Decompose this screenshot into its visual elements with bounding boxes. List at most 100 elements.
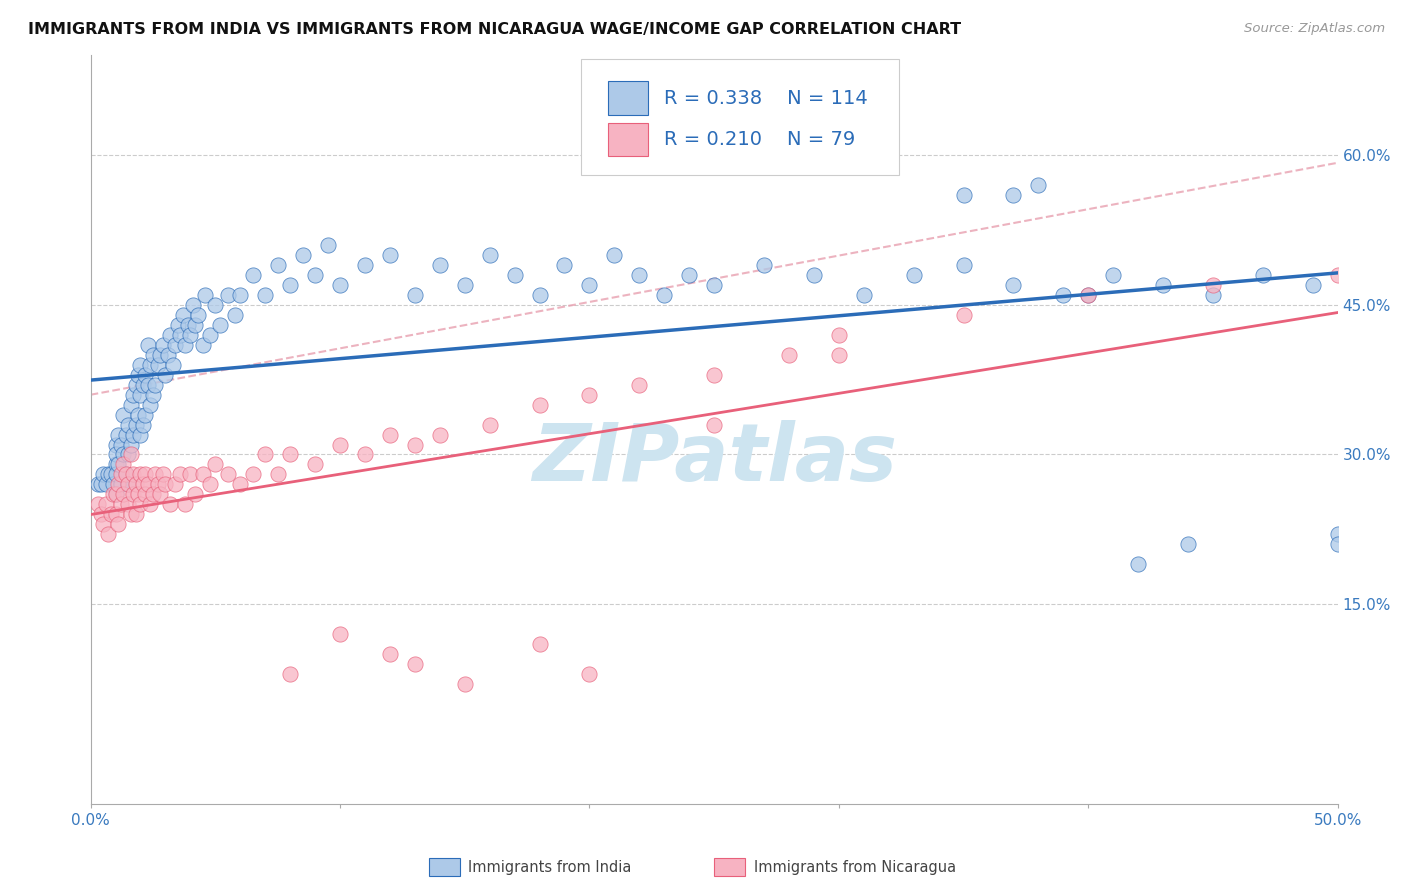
Point	[503, 268, 526, 282]
Point	[120, 398, 142, 412]
Point	[217, 467, 239, 482]
Point	[191, 467, 214, 482]
Point	[94, 477, 117, 491]
Point	[174, 337, 197, 351]
Point	[139, 398, 162, 412]
Point	[378, 647, 401, 661]
Point	[184, 487, 207, 501]
Point	[703, 417, 725, 432]
Point	[329, 627, 352, 641]
Point	[278, 448, 301, 462]
Point	[952, 308, 974, 322]
Point	[217, 287, 239, 301]
Point	[1326, 527, 1348, 541]
Point	[136, 377, 159, 392]
Point	[478, 248, 501, 262]
Point	[354, 448, 377, 462]
Point	[117, 477, 139, 491]
Point	[104, 448, 127, 462]
Point	[1052, 287, 1074, 301]
Point	[529, 637, 551, 651]
Point	[91, 467, 114, 482]
Point	[129, 467, 152, 482]
Point	[149, 348, 172, 362]
Point	[107, 458, 129, 472]
Point	[112, 458, 135, 472]
Point	[529, 287, 551, 301]
Point	[179, 327, 201, 342]
Point	[107, 517, 129, 532]
Text: Immigrants from India: Immigrants from India	[468, 860, 631, 874]
Point	[316, 237, 339, 252]
Point	[242, 467, 264, 482]
Point	[628, 268, 651, 282]
Point	[142, 348, 165, 362]
Point	[87, 497, 110, 511]
Point	[652, 287, 675, 301]
Point	[1251, 268, 1274, 282]
Point	[124, 417, 146, 432]
Point	[129, 497, 152, 511]
Point	[529, 398, 551, 412]
Point	[1202, 277, 1225, 292]
Point	[703, 277, 725, 292]
Point	[254, 448, 277, 462]
Point	[378, 427, 401, 442]
Point	[155, 368, 177, 382]
Point	[97, 467, 120, 482]
Point	[1326, 537, 1348, 551]
Point	[266, 467, 288, 482]
Point	[132, 477, 155, 491]
Point	[200, 477, 222, 491]
Point	[134, 467, 156, 482]
Point	[120, 508, 142, 522]
Point	[778, 348, 800, 362]
Point	[122, 487, 145, 501]
Point	[165, 477, 187, 491]
Point	[169, 327, 191, 342]
Point	[100, 467, 122, 482]
Point	[229, 287, 252, 301]
Point	[156, 348, 179, 362]
Point	[903, 268, 925, 282]
Point	[952, 258, 974, 272]
Point	[100, 508, 122, 522]
Point	[124, 377, 146, 392]
Point	[1177, 537, 1199, 551]
Point	[242, 268, 264, 282]
Point	[1102, 268, 1125, 282]
Point	[159, 497, 181, 511]
Point	[152, 337, 174, 351]
Point	[110, 477, 132, 491]
Point	[1077, 287, 1099, 301]
Point	[117, 497, 139, 511]
Point	[132, 377, 155, 392]
Point	[404, 437, 426, 451]
Point	[122, 387, 145, 401]
Point	[1028, 178, 1050, 192]
Point	[117, 417, 139, 432]
Point	[145, 467, 167, 482]
Point	[142, 387, 165, 401]
Point	[104, 458, 127, 472]
Point	[177, 318, 200, 332]
Point	[278, 667, 301, 681]
Point	[112, 487, 135, 501]
Point	[1077, 287, 1099, 301]
Point	[1126, 558, 1149, 572]
Point	[165, 337, 187, 351]
Point	[578, 387, 600, 401]
Point	[142, 487, 165, 501]
Point	[120, 437, 142, 451]
Point	[1152, 277, 1174, 292]
Point	[104, 437, 127, 451]
Point	[112, 408, 135, 422]
Point	[204, 458, 226, 472]
Text: R = 0.210    N = 79: R = 0.210 N = 79	[664, 130, 855, 149]
Point	[404, 287, 426, 301]
Point	[134, 408, 156, 422]
Point	[1002, 277, 1025, 292]
Point	[828, 348, 851, 362]
Point	[191, 337, 214, 351]
Point	[304, 268, 326, 282]
